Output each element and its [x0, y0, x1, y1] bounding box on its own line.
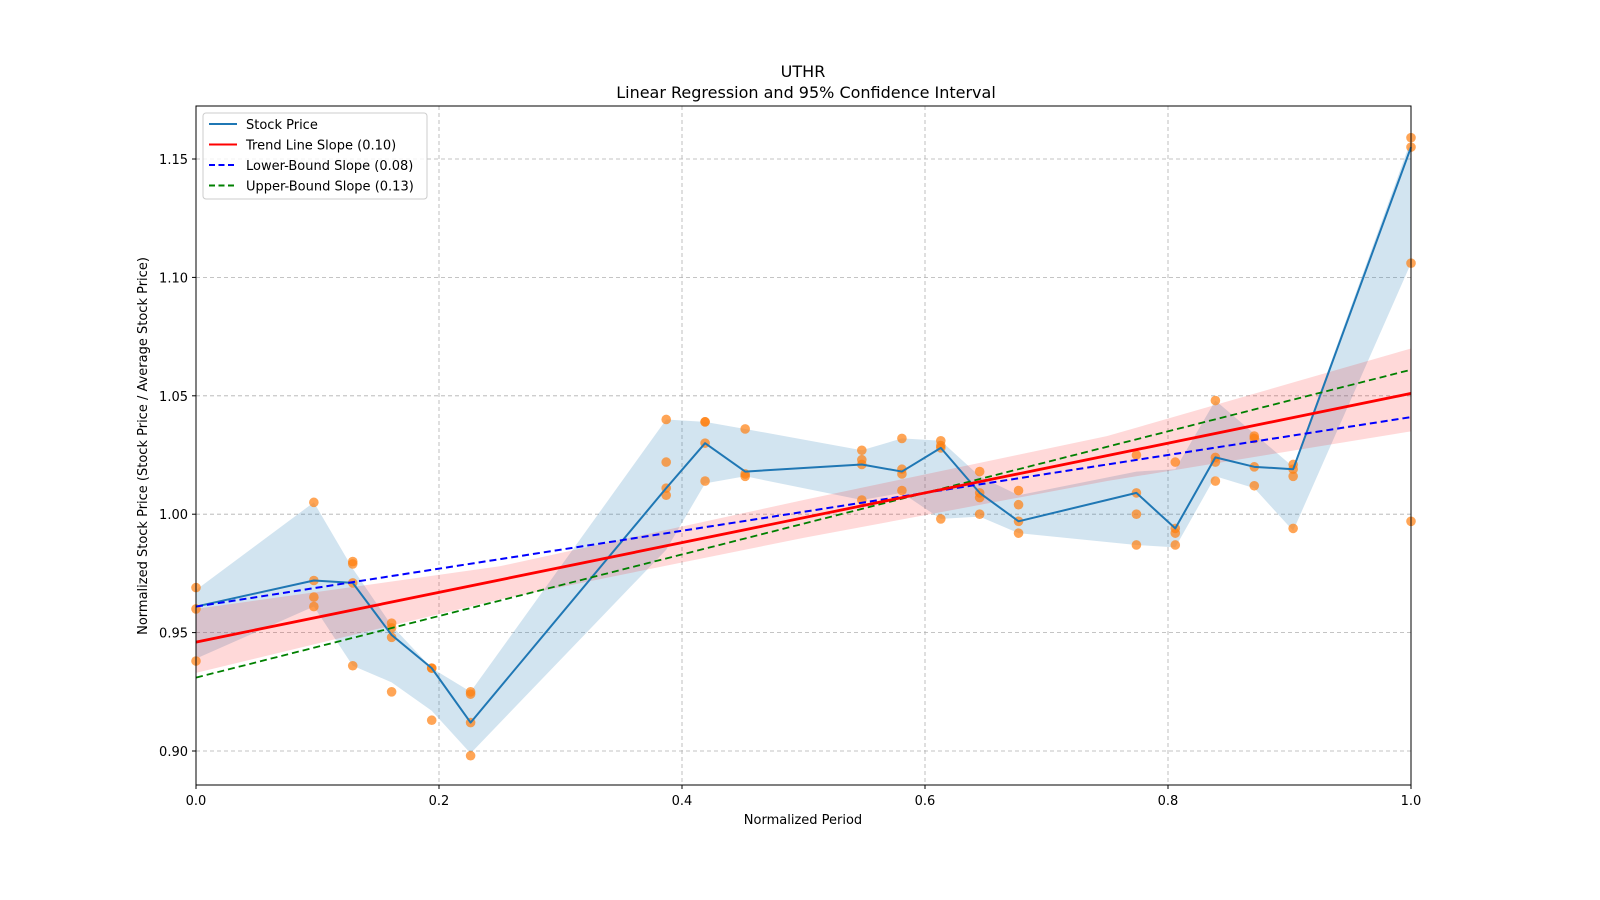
scatter-point [1170, 528, 1181, 538]
legend-entry: Upper-Bound Slope (0.13) [246, 180, 414, 195]
x-tick-label: 0.6 [915, 794, 936, 809]
y-tick-label: 1.05 [159, 390, 188, 405]
scatter-point [386, 632, 397, 643]
y-tick-label: 0.95 [159, 627, 188, 642]
scatter-point [426, 715, 437, 726]
scatter-point [935, 514, 946, 524]
stock-price-confidence-band [196, 140, 1411, 754]
scatter-point [1288, 523, 1298, 534]
scatter-point [1131, 509, 1142, 519]
scatter-point [740, 424, 750, 434]
x-tick-label: 0.2 [429, 794, 450, 809]
scatter-point [897, 433, 907, 444]
scatter-point [1013, 485, 1024, 496]
scatter-point [309, 601, 319, 612]
scatter-point [347, 660, 358, 671]
x-tick-label: 0.0 [186, 794, 207, 809]
legend-entry: Stock Price [246, 118, 318, 133]
plot-frame [195, 105, 1412, 786]
scatter-point [974, 466, 985, 477]
y-tick-label: 1.15 [159, 153, 188, 168]
scatter-point [661, 414, 672, 425]
scatter-point [1210, 395, 1221, 406]
scatter-point [661, 457, 672, 467]
scatter-points [191, 132, 1416, 761]
x-tick-label: 0.4 [672, 794, 693, 809]
scatter-point [974, 509, 985, 519]
scatter-point [1249, 480, 1260, 491]
scatter-point [465, 689, 476, 699]
legend-entry: Lower-Bound Slope (0.08) [246, 159, 413, 174]
confidence-bands [196, 140, 1411, 754]
x-tick-label: 1.0 [1401, 794, 1422, 809]
y-tick-label: 0.90 [159, 745, 188, 760]
scatter-point [1131, 540, 1142, 550]
scatter-point [1013, 528, 1024, 538]
scatter-point [857, 445, 867, 456]
stock-price-line [195, 146, 1412, 724]
scatter-point [347, 559, 358, 569]
scatter-point [897, 485, 907, 496]
scatter-point [1170, 457, 1181, 467]
y-axis-label: Normalized Stock Price (Stock Price / Av… [136, 257, 151, 635]
chart-title: UTHR [781, 62, 826, 81]
scatter-point [661, 490, 672, 501]
scatter-point [1210, 476, 1221, 486]
y-tick-label: 1.10 [159, 271, 188, 286]
trend-line [195, 392, 1412, 644]
legend: Stock Price Trend Line Slope (0.10) Lower-… [202, 112, 428, 200]
scatter-point [309, 497, 319, 508]
scatter-point [1288, 471, 1298, 482]
y-axis-ticks: 0.90 0.95 1.00 1.05 1.10 1.15 [159, 153, 196, 760]
scatter-point [1013, 499, 1024, 510]
scatter-point [465, 750, 476, 761]
scatter-point [386, 687, 397, 697]
scatter-point [1131, 450, 1142, 460]
legend-entry: Trend Line Slope (0.10) [245, 139, 396, 154]
scatter-point [700, 417, 710, 427]
grid [196, 106, 1411, 785]
legend-box [202, 112, 428, 200]
scatter-point [740, 471, 750, 482]
trend-line-confidence-band [196, 348, 1411, 673]
series-lines [195, 146, 1412, 724]
y-tick-label: 1.00 [159, 508, 188, 523]
chart-subtitle: Linear Regression and 95% Confidence Int… [616, 83, 996, 102]
scatter-point [700, 476, 710, 486]
x-tick-label: 0.8 [1158, 794, 1179, 809]
lower-bound-line [195, 416, 1412, 608]
x-axis-ticks: 0.0 0.2 0.4 0.6 0.8 1.0 [186, 785, 1422, 809]
scatter-point [1170, 540, 1181, 550]
scatter-point [309, 592, 319, 602]
x-axis-label: Normalized Period [744, 813, 862, 828]
